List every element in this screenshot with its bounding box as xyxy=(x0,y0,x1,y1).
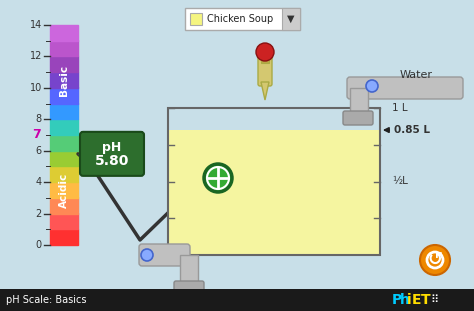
Text: ↺: ↺ xyxy=(428,251,443,269)
Bar xyxy=(50,87,78,104)
Circle shape xyxy=(366,80,378,92)
Text: 6: 6 xyxy=(36,146,42,156)
Text: Chicken Soup: Chicken Soup xyxy=(207,14,273,24)
Text: 5.80: 5.80 xyxy=(95,155,129,169)
Text: i: i xyxy=(407,293,411,307)
Bar xyxy=(50,134,78,151)
Bar xyxy=(50,197,78,214)
Text: 0.85 L: 0.85 L xyxy=(394,125,430,135)
Bar xyxy=(50,40,78,56)
Text: 14: 14 xyxy=(30,20,42,30)
Circle shape xyxy=(141,249,153,261)
Bar xyxy=(50,166,78,182)
Text: 8: 8 xyxy=(36,114,42,124)
Bar xyxy=(168,130,380,255)
Bar xyxy=(50,72,78,88)
Circle shape xyxy=(256,43,274,61)
Text: 7: 7 xyxy=(32,128,41,142)
Bar xyxy=(261,49,269,63)
Bar xyxy=(50,119,78,135)
Bar xyxy=(50,229,78,245)
Text: 0: 0 xyxy=(36,240,42,250)
FancyBboxPatch shape xyxy=(343,111,373,125)
Polygon shape xyxy=(261,82,269,100)
FancyBboxPatch shape xyxy=(258,46,272,86)
Text: ⠿: ⠿ xyxy=(430,295,438,305)
Text: h: h xyxy=(400,293,410,307)
Text: 10: 10 xyxy=(30,83,42,93)
Text: ½L: ½L xyxy=(392,177,408,187)
Bar xyxy=(168,108,380,255)
Text: pH Scale: Basics: pH Scale: Basics xyxy=(6,295,86,305)
FancyBboxPatch shape xyxy=(347,77,463,99)
Text: pH: pH xyxy=(102,141,122,154)
Bar xyxy=(190,13,202,25)
Bar xyxy=(50,103,78,119)
Bar xyxy=(180,255,198,285)
Bar xyxy=(50,182,78,198)
Text: 1 L: 1 L xyxy=(392,103,408,113)
Text: 12: 12 xyxy=(29,51,42,62)
Text: T: T xyxy=(421,293,430,307)
FancyBboxPatch shape xyxy=(139,244,190,266)
Bar xyxy=(350,88,368,118)
Bar xyxy=(50,213,78,229)
FancyBboxPatch shape xyxy=(174,281,204,295)
Bar xyxy=(0,289,474,311)
Circle shape xyxy=(420,245,450,275)
Bar xyxy=(282,8,300,30)
Circle shape xyxy=(204,164,232,192)
Text: Water: Water xyxy=(400,70,433,80)
Text: 2: 2 xyxy=(36,209,42,219)
Text: Basic: Basic xyxy=(59,64,69,95)
FancyBboxPatch shape xyxy=(185,8,300,30)
Circle shape xyxy=(427,252,443,268)
Text: 4: 4 xyxy=(36,177,42,187)
Text: ▼: ▼ xyxy=(287,14,295,24)
Bar xyxy=(50,150,78,166)
FancyBboxPatch shape xyxy=(80,132,144,176)
Text: P: P xyxy=(392,293,402,307)
Text: E: E xyxy=(412,293,421,307)
Text: Acidic: Acidic xyxy=(59,172,69,208)
Bar xyxy=(50,56,78,72)
Bar xyxy=(50,25,78,41)
